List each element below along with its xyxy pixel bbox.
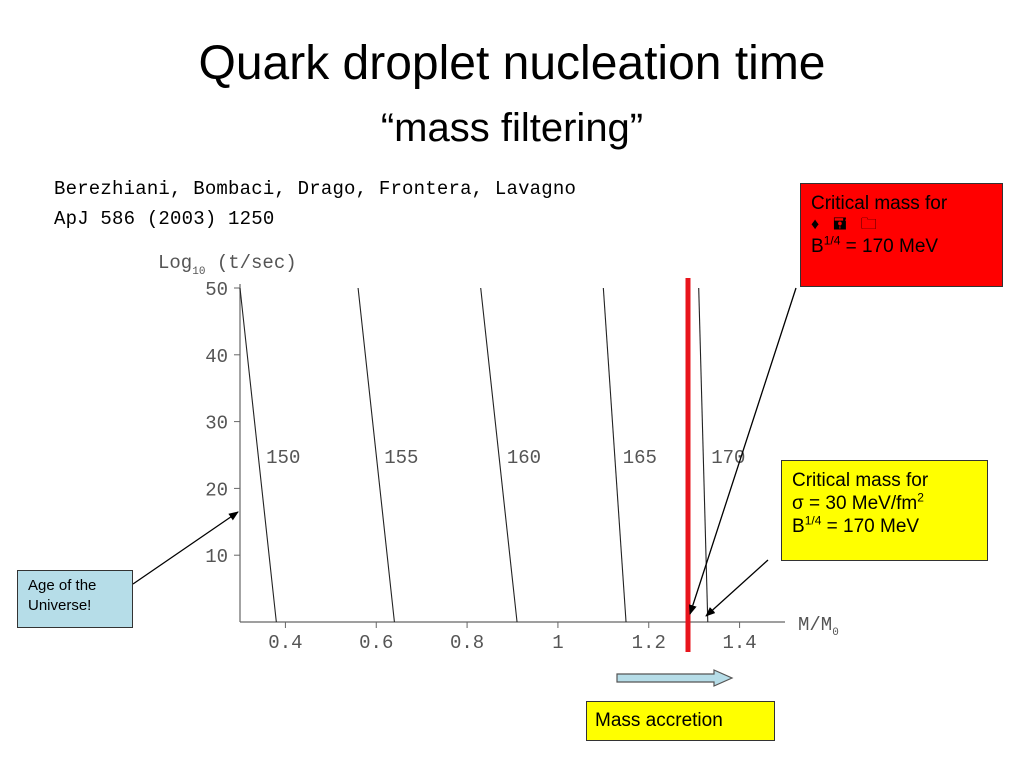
curve-label-165: 165 bbox=[623, 447, 657, 469]
y-tick-label: 40 bbox=[205, 346, 228, 368]
x-axis-label: M/M0 bbox=[798, 614, 839, 639]
curve-label-170: 170 bbox=[711, 447, 745, 469]
yellow-box-sigma-line: σ = 30 MeV/fm2 bbox=[792, 490, 924, 514]
curve-line-165 bbox=[602, 287, 627, 623]
yellow-box-arrow bbox=[705, 559, 769, 617]
red-box-line1: Critical mass for bbox=[811, 193, 948, 214]
x-tick-label: 0.6 bbox=[359, 632, 393, 654]
y-tick-label: 30 bbox=[205, 413, 228, 435]
red-box-symbols: ♦ 🖬 🗀 bbox=[811, 215, 1002, 235]
y-axis-label: Log10 (t/sec) bbox=[158, 252, 297, 278]
chart-axes: Log10 (t/sec) M/M0 bbox=[158, 252, 839, 639]
curve-label-160: 160 bbox=[507, 447, 541, 469]
curve-label-150: 150 bbox=[266, 447, 300, 469]
curve-line-160 bbox=[480, 287, 518, 623]
red-box-arrow bbox=[688, 287, 797, 615]
age-of-universe-box: Age of the Universe! bbox=[17, 570, 133, 628]
slide-title: Quark droplet nucleation time bbox=[198, 37, 826, 90]
red-box-b-line: B1/4 = 170 MeV bbox=[811, 233, 939, 257]
citation-reference: ApJ 586 (2003) 1250 bbox=[54, 208, 275, 230]
x-tick-label: 0.4 bbox=[268, 632, 302, 654]
curve-line-170 bbox=[698, 287, 709, 623]
y-tick-label: 20 bbox=[205, 479, 228, 501]
curve-label-155: 155 bbox=[384, 447, 418, 469]
yellow-box-b-line: B1/4 = 170 MeV bbox=[792, 513, 920, 537]
x-tick-label: 1.4 bbox=[722, 632, 756, 654]
x-tick-label: 1 bbox=[552, 632, 563, 654]
critical-mass-yellow-box: Critical mass for σ = 30 MeV/fm2 B1/4 = … bbox=[781, 460, 988, 561]
x-tick-label: 1.2 bbox=[632, 632, 666, 654]
age-box-arrow bbox=[132, 511, 239, 585]
age-box-line2: Universe! bbox=[28, 597, 92, 614]
yellow-box-line1: Critical mass for bbox=[792, 470, 929, 491]
x-tick-label: 0.8 bbox=[450, 632, 484, 654]
mass-accretion-arrow bbox=[616, 669, 734, 687]
curve-line-150 bbox=[239, 287, 277, 623]
critical-mass-red-box: Critical mass for ♦ 🖬 🗀 B1/4 = 170 MeV bbox=[800, 183, 1003, 287]
mass-accretion-label: Mass accretion bbox=[586, 701, 775, 741]
age-box-line1: Age of the bbox=[28, 577, 97, 594]
floppy-disk-icon: 🖬 bbox=[833, 216, 847, 233]
diamond-icon: ♦ bbox=[811, 216, 820, 233]
y-tick-label: 50 bbox=[205, 279, 228, 301]
citation-authors: Berezhiani, Bombaci, Drago, Frontera, La… bbox=[54, 178, 577, 200]
slide-subtitle: “mass filtering” bbox=[380, 106, 644, 150]
y-tick-label: 10 bbox=[205, 546, 228, 568]
curve-line-155 bbox=[357, 287, 395, 623]
folder-icon: 🗀 bbox=[860, 216, 877, 233]
